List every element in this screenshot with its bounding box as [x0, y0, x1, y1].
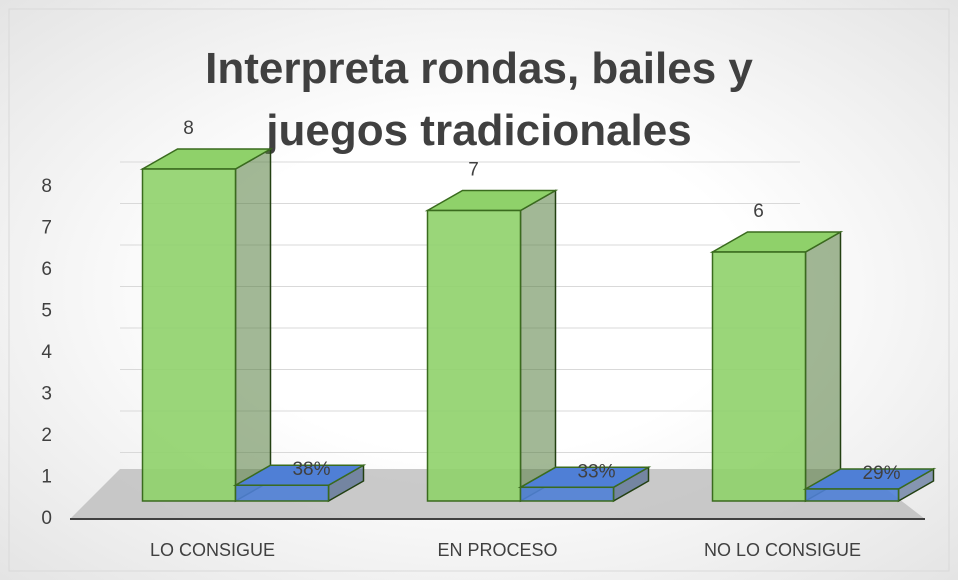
- bar-face: [234, 147, 272, 503]
- y-tick-label: 8: [41, 176, 52, 197]
- y-tick-label: 0: [41, 508, 52, 529]
- bar: [517, 466, 652, 503]
- data-label: 8: [183, 118, 194, 139]
- bar-face: [711, 251, 807, 502]
- bar-face: [234, 484, 330, 502]
- y-tick-label: 1: [41, 467, 52, 488]
- y-tick-label: 4: [41, 342, 52, 363]
- bar-face: [519, 189, 557, 503]
- y-tick-label: 6: [41, 259, 52, 280]
- bar: [232, 463, 367, 503]
- y-tick-label: 2: [41, 425, 52, 446]
- bar: [802, 467, 937, 503]
- bar-face: [141, 168, 237, 502]
- x-tick-label: NO LO CONSIGUE: [704, 540, 861, 560]
- bar-face: [804, 230, 842, 503]
- bar: [424, 189, 559, 503]
- data-label: 7: [468, 160, 479, 181]
- chart-title: Interpreta rondas, bailes y juegos tradi…: [205, 44, 753, 155]
- y-tick-label: 7: [41, 218, 52, 239]
- bar: [139, 147, 274, 503]
- data-label: 33%: [577, 461, 615, 482]
- frame: [8, 8, 950, 572]
- bar-face: [426, 209, 522, 502]
- bar: [709, 230, 844, 503]
- y-tick-label: 3: [41, 384, 52, 405]
- x-tick-label: LO CONSIGUE: [150, 540, 275, 560]
- bar-face: [519, 486, 615, 502]
- x-tick-label: EN PROCESO: [437, 540, 557, 560]
- y-tick-label: 5: [41, 301, 52, 322]
- data-label: 6: [753, 201, 764, 222]
- bar-face: [804, 488, 900, 502]
- data-label: 29%: [862, 463, 900, 484]
- data-label: 38%: [292, 459, 330, 480]
